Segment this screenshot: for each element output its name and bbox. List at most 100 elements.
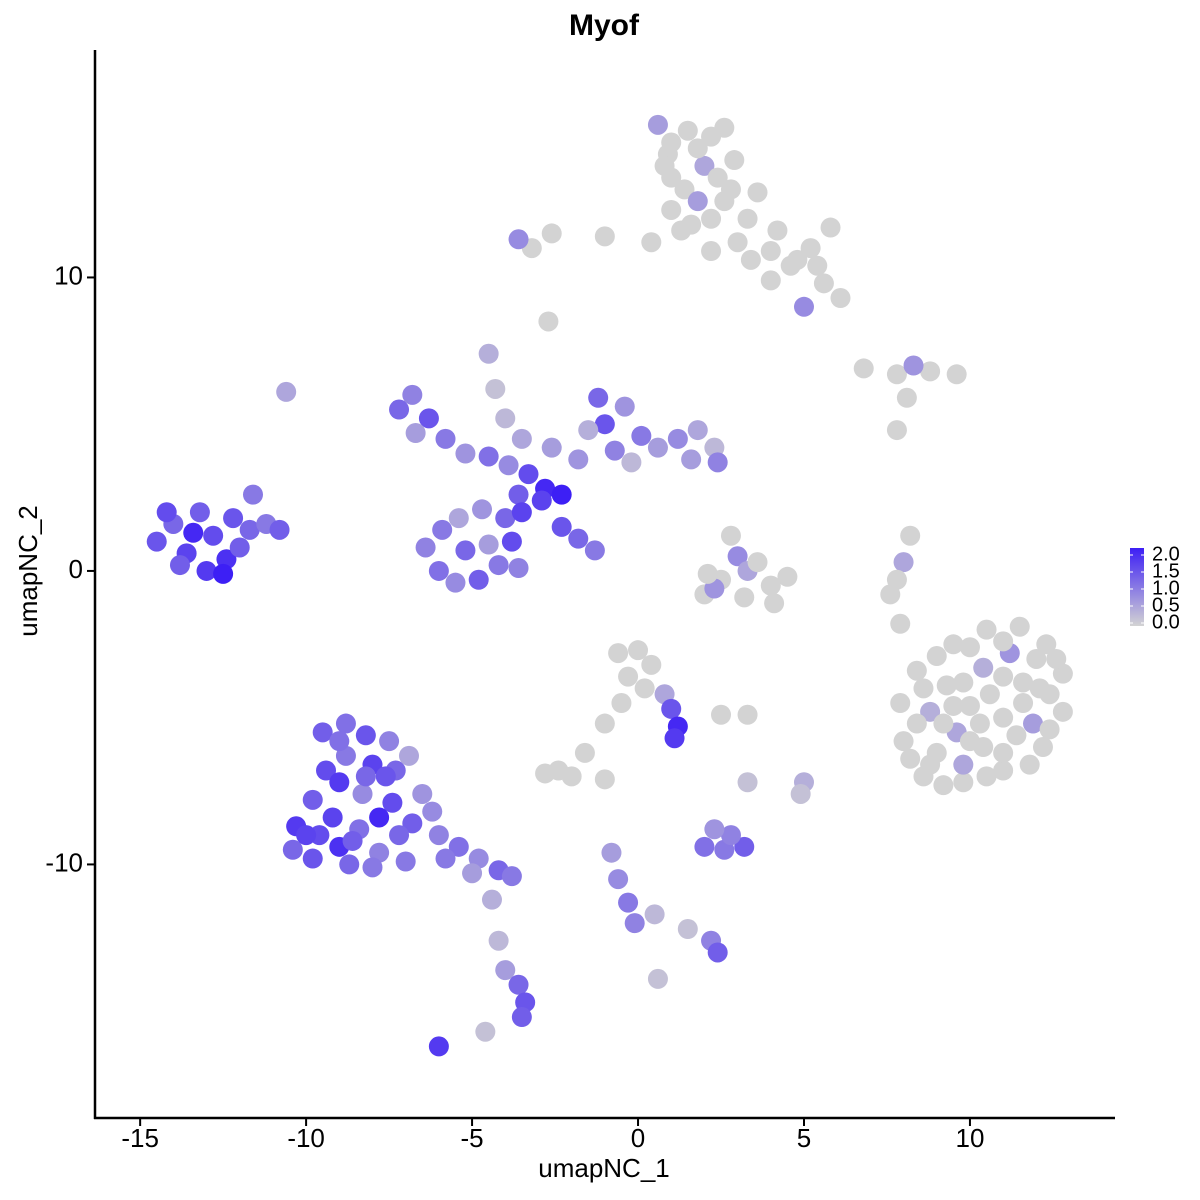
point bbox=[445, 572, 466, 593]
point bbox=[707, 452, 728, 473]
x-tick-label: 5 bbox=[797, 1123, 811, 1153]
point bbox=[508, 229, 529, 250]
point bbox=[455, 443, 476, 464]
point bbox=[661, 132, 682, 153]
point bbox=[342, 830, 363, 851]
point bbox=[621, 452, 642, 473]
axes-layer: -15 -10 -5 0 5 10 -10 0 10 bbox=[45, 260, 984, 1153]
point bbox=[969, 713, 990, 734]
point bbox=[448, 836, 469, 857]
point bbox=[1052, 701, 1073, 722]
point bbox=[398, 745, 419, 766]
point bbox=[1009, 616, 1030, 637]
point bbox=[501, 866, 522, 887]
point bbox=[661, 698, 682, 719]
point bbox=[737, 772, 758, 793]
point bbox=[687, 420, 708, 441]
point bbox=[959, 695, 980, 716]
point bbox=[913, 678, 934, 699]
point bbox=[495, 408, 516, 429]
point bbox=[578, 420, 599, 441]
point bbox=[511, 502, 532, 523]
point bbox=[478, 446, 499, 467]
point bbox=[830, 287, 851, 308]
point bbox=[495, 960, 516, 981]
point bbox=[747, 552, 768, 573]
point bbox=[488, 930, 509, 951]
point bbox=[701, 208, 722, 229]
point bbox=[1036, 634, 1057, 655]
point bbox=[146, 531, 167, 552]
point bbox=[511, 1007, 532, 1028]
point bbox=[269, 519, 290, 540]
point bbox=[551, 516, 572, 537]
point bbox=[787, 249, 808, 270]
point bbox=[674, 179, 695, 200]
point bbox=[959, 637, 980, 658]
point bbox=[767, 220, 788, 241]
point bbox=[880, 584, 901, 605]
point bbox=[478, 343, 499, 364]
point bbox=[820, 217, 841, 238]
point bbox=[189, 502, 210, 523]
point bbox=[704, 819, 725, 840]
point bbox=[979, 684, 1000, 705]
point bbox=[677, 120, 698, 141]
point bbox=[853, 358, 874, 379]
point bbox=[900, 748, 921, 769]
point bbox=[511, 428, 532, 449]
point bbox=[687, 191, 708, 212]
point bbox=[943, 634, 964, 655]
point bbox=[478, 534, 499, 555]
point bbox=[604, 440, 625, 461]
point bbox=[302, 848, 323, 869]
point bbox=[435, 428, 456, 449]
point bbox=[933, 713, 954, 734]
point bbox=[495, 508, 516, 529]
point bbox=[720, 179, 741, 200]
point bbox=[428, 825, 449, 846]
point bbox=[203, 525, 224, 546]
point bbox=[282, 839, 303, 860]
point bbox=[584, 540, 605, 561]
point bbox=[720, 525, 741, 546]
point bbox=[472, 499, 493, 520]
point bbox=[405, 423, 426, 444]
colorbar-label: 1.0 bbox=[1152, 577, 1180, 599]
point bbox=[724, 150, 745, 171]
point bbox=[813, 273, 834, 294]
point bbox=[664, 728, 685, 749]
point bbox=[428, 1036, 449, 1057]
point bbox=[973, 657, 994, 678]
point bbox=[468, 569, 489, 590]
point bbox=[568, 449, 589, 470]
point bbox=[455, 540, 476, 561]
point bbox=[488, 555, 509, 576]
point bbox=[953, 772, 974, 793]
point bbox=[594, 414, 615, 435]
point bbox=[432, 519, 453, 540]
point bbox=[276, 381, 297, 402]
point bbox=[329, 772, 350, 793]
point bbox=[707, 167, 728, 188]
point bbox=[641, 232, 662, 253]
point bbox=[697, 563, 718, 584]
point bbox=[634, 678, 655, 699]
point bbox=[402, 384, 423, 405]
point bbox=[701, 241, 722, 262]
point bbox=[624, 913, 645, 934]
point bbox=[335, 713, 356, 734]
x-axis-title: umapNC_1 bbox=[538, 1153, 670, 1183]
point bbox=[760, 270, 781, 291]
point bbox=[681, 214, 702, 235]
point bbox=[1039, 684, 1060, 705]
point bbox=[382, 792, 403, 813]
point bbox=[608, 643, 629, 664]
point bbox=[734, 836, 755, 857]
point bbox=[322, 807, 343, 828]
point bbox=[618, 892, 639, 913]
point bbox=[890, 613, 911, 634]
point bbox=[588, 387, 609, 408]
point bbox=[681, 449, 702, 470]
point bbox=[415, 537, 436, 558]
